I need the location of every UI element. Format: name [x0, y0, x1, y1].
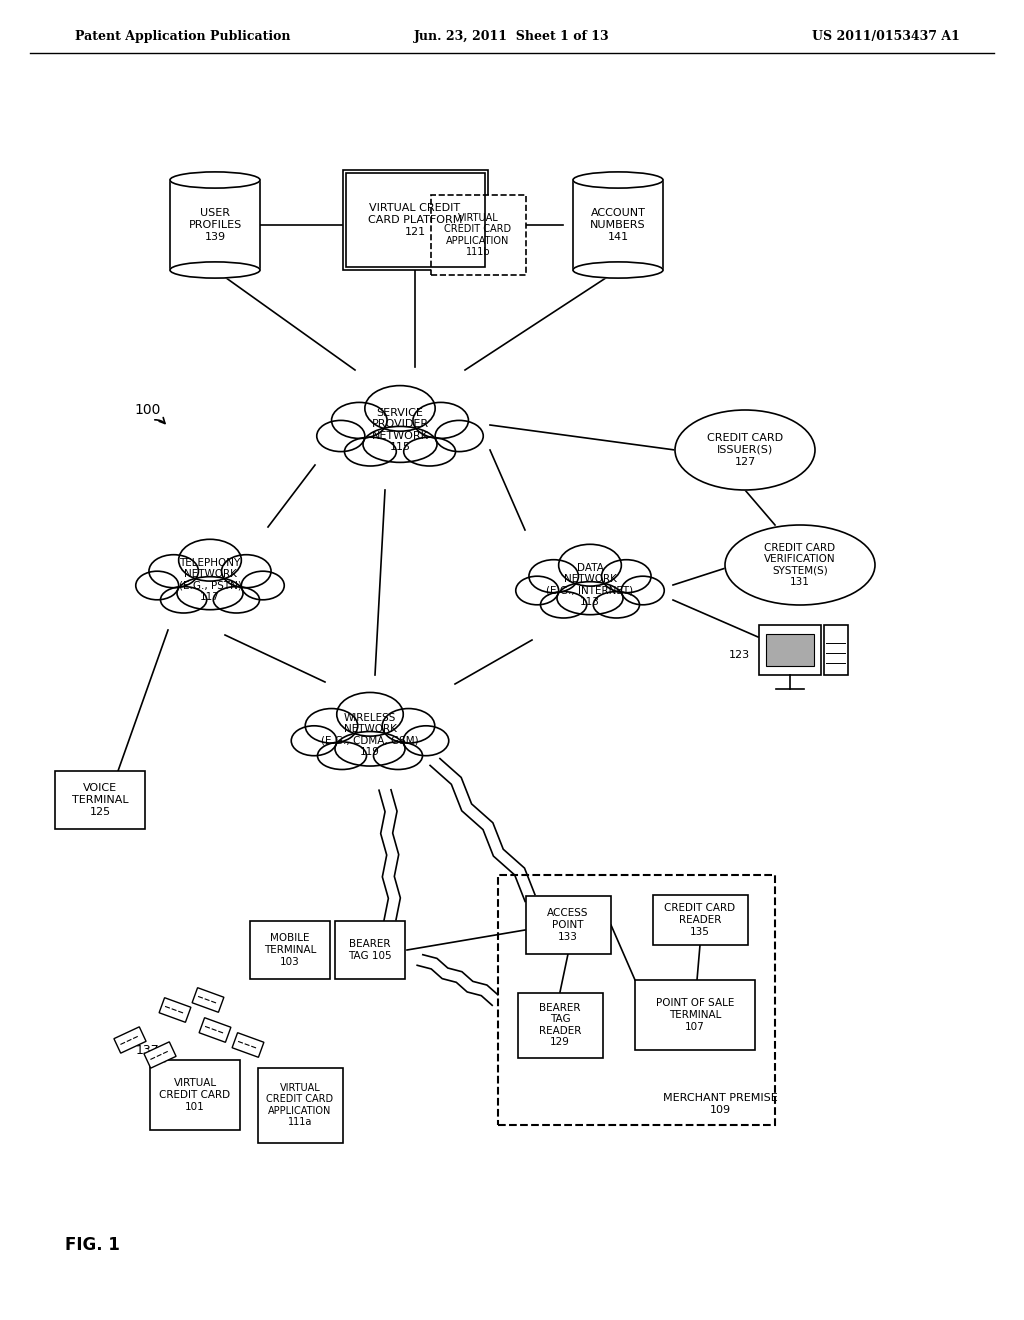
FancyBboxPatch shape — [517, 993, 602, 1057]
Text: CREDIT CARD
VERIFICATION
SYSTEM(S)
131: CREDIT CARD VERIFICATION SYSTEM(S) 131 — [764, 543, 836, 587]
Text: MERCHANT PREMISE
109: MERCHANT PREMISE 109 — [663, 1093, 777, 1115]
Ellipse shape — [413, 403, 468, 438]
FancyBboxPatch shape — [250, 921, 330, 979]
FancyBboxPatch shape — [430, 195, 525, 275]
FancyBboxPatch shape — [766, 634, 814, 667]
Ellipse shape — [305, 709, 357, 743]
FancyBboxPatch shape — [652, 895, 748, 945]
FancyBboxPatch shape — [525, 896, 610, 954]
Text: ACCOUNT
NUMBERS
141: ACCOUNT NUMBERS 141 — [590, 209, 646, 242]
Text: 100: 100 — [135, 403, 161, 417]
Text: BEARER
TAG
READER
129: BEARER TAG READER 129 — [539, 1003, 582, 1047]
Ellipse shape — [344, 437, 396, 466]
Ellipse shape — [161, 586, 207, 612]
Ellipse shape — [337, 693, 403, 737]
FancyBboxPatch shape — [498, 875, 775, 1125]
Ellipse shape — [593, 591, 640, 618]
Ellipse shape — [148, 554, 199, 587]
Text: VIRTUAL
CREDIT CARD
APPLICATION
111b: VIRTUAL CREDIT CARD APPLICATION 111b — [444, 213, 512, 257]
Ellipse shape — [435, 420, 483, 451]
Ellipse shape — [221, 554, 271, 587]
Ellipse shape — [725, 525, 874, 605]
Ellipse shape — [317, 742, 367, 770]
FancyBboxPatch shape — [232, 1032, 264, 1057]
Ellipse shape — [177, 577, 243, 610]
FancyBboxPatch shape — [573, 180, 663, 271]
Ellipse shape — [332, 403, 387, 438]
FancyBboxPatch shape — [144, 1041, 176, 1068]
Ellipse shape — [291, 689, 449, 781]
Ellipse shape — [573, 172, 663, 187]
Text: VIRTUAL
CREDIT CARD
APPLICATION
111a: VIRTUAL CREDIT CARD APPLICATION 111a — [266, 1082, 334, 1127]
Ellipse shape — [335, 731, 406, 766]
Text: Patent Application Publication: Patent Application Publication — [75, 30, 291, 44]
Ellipse shape — [675, 411, 815, 490]
Text: ACCESS
POINT
133: ACCESS POINT 133 — [547, 908, 589, 941]
FancyBboxPatch shape — [199, 1018, 230, 1043]
Ellipse shape — [382, 709, 435, 743]
Text: USER
PROFILES
139: USER PROFILES 139 — [188, 209, 242, 242]
Ellipse shape — [136, 536, 285, 624]
Text: POINT OF SALE
TERMINAL
107: POINT OF SALE TERMINAL 107 — [655, 998, 734, 1032]
Ellipse shape — [559, 544, 622, 586]
FancyBboxPatch shape — [55, 771, 145, 829]
Text: 123: 123 — [729, 649, 750, 660]
FancyBboxPatch shape — [824, 624, 848, 675]
Text: 137: 137 — [136, 1044, 160, 1056]
Ellipse shape — [541, 591, 587, 618]
Ellipse shape — [516, 541, 665, 630]
FancyBboxPatch shape — [193, 987, 224, 1012]
FancyBboxPatch shape — [257, 1068, 342, 1143]
Ellipse shape — [365, 385, 435, 432]
FancyBboxPatch shape — [150, 1060, 240, 1130]
Text: CREDIT CARD
ISSUER(S)
127: CREDIT CARD ISSUER(S) 127 — [707, 433, 783, 466]
Text: DATA
NETWORK
(E.G., INTERNET)
113: DATA NETWORK (E.G., INTERNET) 113 — [547, 562, 634, 607]
Text: Jun. 23, 2011  Sheet 1 of 13: Jun. 23, 2011 Sheet 1 of 13 — [414, 30, 610, 44]
Ellipse shape — [178, 540, 242, 581]
Ellipse shape — [403, 726, 449, 755]
Ellipse shape — [573, 261, 663, 279]
FancyBboxPatch shape — [159, 998, 190, 1022]
Ellipse shape — [170, 172, 260, 187]
Ellipse shape — [403, 437, 456, 466]
Ellipse shape — [362, 426, 437, 462]
FancyBboxPatch shape — [342, 170, 487, 271]
FancyBboxPatch shape — [635, 979, 755, 1049]
Ellipse shape — [316, 420, 365, 451]
Text: VIRTUAL CREDIT
CARD PLATFORM
121: VIRTUAL CREDIT CARD PLATFORM 121 — [368, 203, 462, 236]
Text: SERVICE
PROVIDER
NETWORK
115: SERVICE PROVIDER NETWORK 115 — [372, 408, 429, 453]
Ellipse shape — [213, 586, 259, 612]
Text: FIG. 1: FIG. 1 — [65, 1236, 120, 1254]
FancyBboxPatch shape — [759, 624, 821, 675]
FancyBboxPatch shape — [170, 180, 260, 271]
FancyBboxPatch shape — [114, 1027, 146, 1053]
Text: BEARER
TAG 105: BEARER TAG 105 — [348, 940, 392, 961]
Text: VOICE
TERMINAL
125: VOICE TERMINAL 125 — [72, 783, 128, 817]
Ellipse shape — [136, 572, 178, 599]
FancyBboxPatch shape — [335, 921, 406, 979]
Ellipse shape — [242, 572, 285, 599]
Ellipse shape — [291, 726, 337, 755]
Ellipse shape — [316, 381, 483, 478]
Ellipse shape — [622, 577, 665, 605]
Ellipse shape — [557, 582, 623, 615]
Ellipse shape — [516, 577, 559, 605]
Ellipse shape — [529, 560, 579, 593]
Ellipse shape — [170, 261, 260, 279]
Ellipse shape — [601, 560, 651, 593]
Text: TELEPHONY
NETWORK
(E.G., PSTN)
117: TELEPHONY NETWORK (E.G., PSTN) 117 — [178, 557, 242, 602]
Text: US 2011/0153437 A1: US 2011/0153437 A1 — [812, 30, 961, 44]
Text: VIRTUAL
CREDIT CARD
101: VIRTUAL CREDIT CARD 101 — [160, 1078, 230, 1111]
Text: CREDIT CARD
READER
135: CREDIT CARD READER 135 — [665, 903, 735, 937]
Text: MOBILE
TERMINAL
103: MOBILE TERMINAL 103 — [264, 933, 316, 966]
Ellipse shape — [374, 742, 423, 770]
Text: WIRELESS
NETWORK
(E.G., CDMA, GSM)
119: WIRELESS NETWORK (E.G., CDMA, GSM) 119 — [322, 713, 419, 758]
